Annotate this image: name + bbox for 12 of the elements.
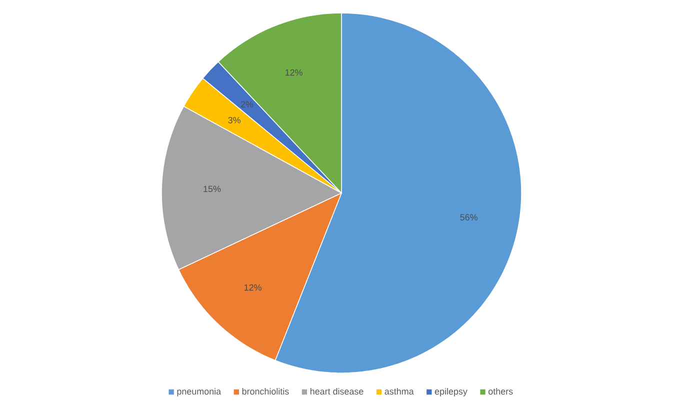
legend-label: epilepsy [434,388,468,396]
legend-label: others [488,388,513,395]
legend-label: bronchiolitis [242,388,289,395]
data-label: 12% [244,284,262,291]
data-label: 12% [286,69,302,76]
data-label: 15% [204,186,221,192]
legend-label: heart disease [310,388,364,395]
legend-label: asthma [384,388,414,395]
data-label: 56% [460,214,478,220]
data-label: 2% [240,101,254,108]
data-label: 3% [228,116,240,124]
legend-label: pneumonia [177,388,222,396]
